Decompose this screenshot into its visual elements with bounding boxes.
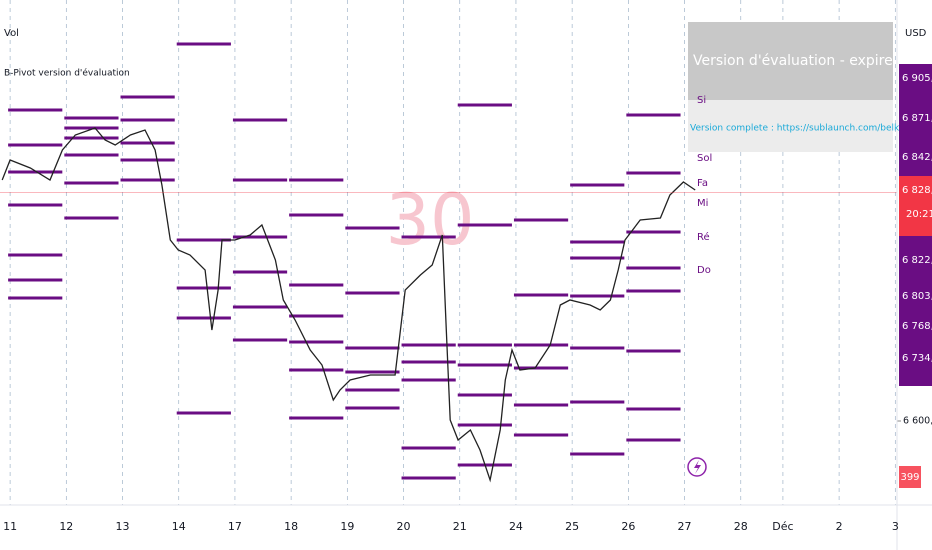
x-tick-label: 11 [3,520,17,533]
level-name: Si [697,95,706,106]
overlay-title: Version d'évaluation - expire dans :12j [693,53,932,69]
overlay-box [688,100,893,152]
pivot-price-tag: 6 768,88 [902,321,932,332]
plot [0,42,897,483]
indicator-name: B-Pivot version d'évaluation [4,68,130,79]
volume-label: 399 [900,472,919,483]
pivot-price-tag: 6 822,83 [902,255,932,266]
x-tick-label: Déc [772,520,793,533]
pivot-price-tag: 6 842,54 [902,152,932,163]
x-tick-label: 24 [509,520,523,533]
x-tick-label: 27 [678,520,692,533]
volume-tag [899,466,921,488]
pivot-price-tag: 6 734,63 [902,353,932,364]
x-tick-label: 25 [565,520,579,533]
right-axis: 6 828,25 20:21 6 905,88 6 871,63 6 842,54 6 8… [899,73,932,488]
pivot-price-tag: 6 871,63 [902,113,932,124]
pivot-price-tag: 6 803,13 [902,291,932,302]
x-tick-label: 12 [59,520,73,533]
price-line [1,127,696,483]
indicator-name: Vol [4,28,19,39]
x-tick-label: 20 [397,520,411,533]
last-price-label: 6 828,25 [902,185,932,196]
countdown: 20:21 [906,209,932,220]
grid [9,0,901,505]
x-tick-label: 21 [453,520,467,533]
level-name: Sol [697,153,712,164]
x-tick-label: 18 [284,520,298,533]
alert-icon[interactable] [687,457,707,477]
x-tick-label: 3 [892,520,899,533]
y-tick-label: 6 600,00 [903,416,932,427]
level-name: Mi [697,198,708,209]
x-tick-label: 26 [621,520,635,533]
x-tick-label: 14 [172,520,186,533]
x-tick-label: 13 [116,520,130,533]
pivot-price-tag: 6 905,88 [902,73,932,84]
alert-icon [694,460,701,474]
overlay-box [688,22,893,100]
x-tick-label: 2 [836,520,843,533]
overlay-link[interactable]: Version complete : https://sublaunch.com… [690,124,932,134]
x-tick-label: 19 [340,520,354,533]
level-name: Ré [697,231,710,243]
currency: USD [905,28,927,39]
x-tick-label: 28 [734,520,748,533]
watermark: 30 [385,179,474,261]
x-tick-label: 17 [228,520,242,533]
level-name: Do [697,265,711,276]
level-name: Fa [697,178,708,189]
last-price-tag [899,176,932,236]
